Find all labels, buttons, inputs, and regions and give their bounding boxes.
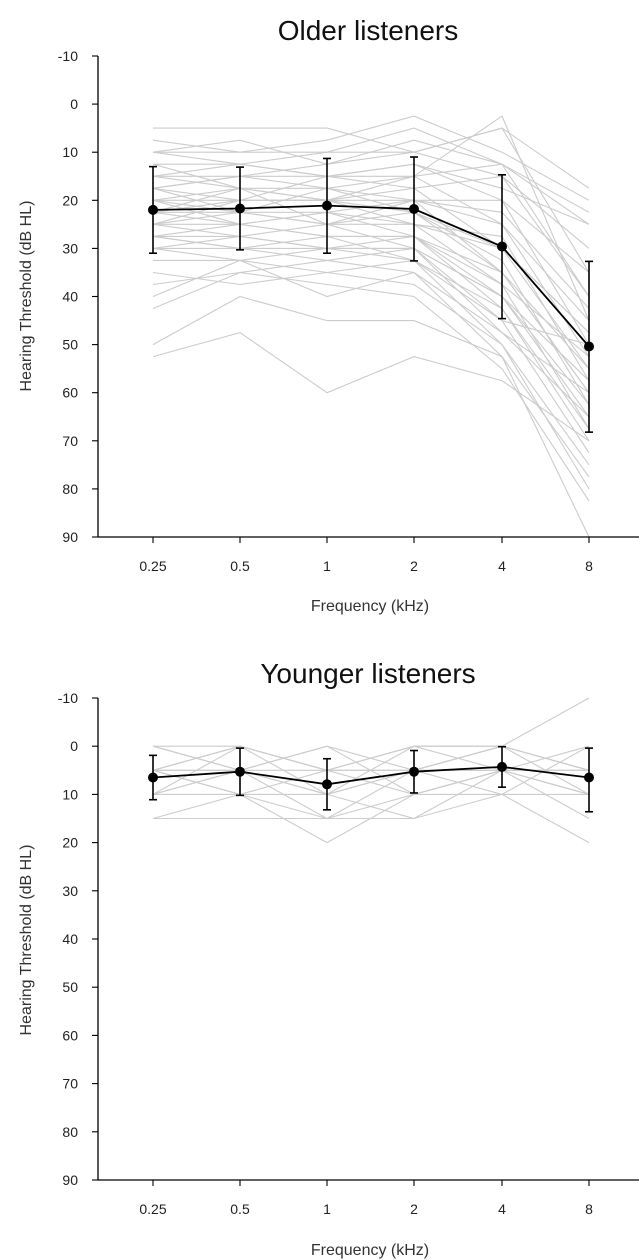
mean-line (152, 765, 590, 786)
mean-line (152, 204, 590, 348)
individual-line (152, 139, 590, 213)
y-axis-title: Hearing Threshold (dB HL) (18, 201, 35, 392)
x-tick-label: 0.5 (230, 558, 250, 574)
y-tick-label: 70 (62, 433, 78, 449)
y-tick-label: 80 (62, 1124, 78, 1140)
y-tick-label: 80 (62, 481, 78, 497)
individual-line (152, 223, 590, 370)
mean-point (584, 772, 594, 783)
individual-line (153, 247, 590, 478)
x-axis-title: Frequency (kHz) (311, 1242, 429, 1259)
y-tick-label: 0 (70, 738, 78, 754)
individual-line (152, 259, 590, 418)
individual-line (152, 115, 590, 321)
individual-line (152, 235, 590, 406)
older-listeners-chart: Older listeners Hearing Threshold (dB HL… (18, 15, 639, 615)
y-tick-label: 20 (62, 192, 78, 208)
individual-line (152, 745, 590, 795)
mean-series (148, 156, 594, 433)
y-tick-label: 0 (70, 96, 78, 112)
individual-line (152, 247, 590, 430)
mean-point (409, 766, 419, 777)
y-tick-label: 60 (62, 385, 78, 401)
individual-line (152, 211, 590, 430)
individual-lines (152, 115, 590, 538)
individual-line (152, 745, 590, 771)
x-tick-label: 8 (585, 558, 593, 574)
individual-line (153, 163, 590, 297)
x-axis-title: Frequency (kHz) (311, 598, 429, 615)
axes: -10 0 10 20 30 40 50 60 70 80 90 0.25 0.5 1 2 4 8 (58, 48, 639, 574)
mean-point (322, 200, 332, 211)
y-tick-label: 50 (62, 337, 78, 353)
individual-line (153, 769, 590, 820)
individual-line (152, 745, 589, 796)
mean-point (497, 761, 507, 772)
individual-line (152, 163, 590, 225)
y-tick-label: 30 (62, 883, 78, 899)
y-tick-label: 40 (62, 289, 78, 305)
y-tick-label: 60 (62, 1027, 78, 1043)
y-tick-label: 90 (62, 529, 78, 545)
x-tick-label: 1 (323, 1201, 331, 1217)
individual-line (152, 115, 590, 201)
x-tick-label: 2 (410, 558, 418, 574)
individual-line (153, 697, 590, 771)
y-axis-title: Hearing Threshold (dB HL) (18, 845, 35, 1036)
x-tick-label: 2 (410, 1201, 418, 1217)
mean-point (497, 241, 507, 252)
individual-line (152, 127, 590, 273)
mean-point (409, 204, 419, 214)
individual-lines (152, 697, 590, 844)
y-tick-label: 30 (62, 240, 78, 256)
individual-line (152, 163, 590, 297)
individual-line (152, 295, 590, 538)
axes: -10 0 10 20 30 40 50 60 70 80 90 0.25 0.5 1 2 4 8 (58, 690, 639, 1217)
younger-listeners-chart: Younger listeners Hearing Threshold (dB … (18, 658, 639, 1259)
x-tick-label: 0.25 (139, 1201, 166, 1217)
mean-series (148, 745, 594, 813)
y-tick-label: -10 (58, 690, 78, 706)
x-tick-label: 1 (323, 558, 331, 574)
mean-point (322, 779, 332, 790)
chart-title: Older listeners (278, 15, 459, 46)
y-tick-label: 50 (62, 979, 78, 995)
y-tick-label: 90 (62, 1172, 78, 1188)
individual-line (153, 235, 590, 394)
y-tick-label: -10 (58, 48, 78, 64)
mean-point (235, 766, 245, 777)
y-tick-label: 20 (62, 835, 78, 851)
individual-line (152, 332, 590, 442)
mean-point (584, 341, 594, 352)
x-tick-label: 4 (498, 1201, 506, 1217)
y-tick-label: 10 (62, 786, 78, 802)
y-tick-label: 10 (62, 144, 78, 160)
individual-line (152, 235, 590, 358)
individual-line (152, 769, 589, 820)
individual-line (152, 247, 590, 382)
individual-line (153, 127, 590, 225)
mean-point (148, 204, 158, 215)
x-tick-label: 4 (498, 558, 506, 574)
x-tick-label: 0.5 (230, 1201, 250, 1217)
individual-line (152, 187, 590, 309)
mean-point (235, 203, 245, 214)
x-tick-label: 8 (585, 1201, 593, 1217)
mean-point (148, 772, 158, 783)
individual-line (152, 271, 590, 490)
y-tick-label: 40 (62, 931, 78, 947)
chart-title: Younger listeners (260, 658, 475, 689)
y-tick-label: 70 (62, 1076, 78, 1092)
x-tick-label: 0.25 (139, 558, 166, 574)
